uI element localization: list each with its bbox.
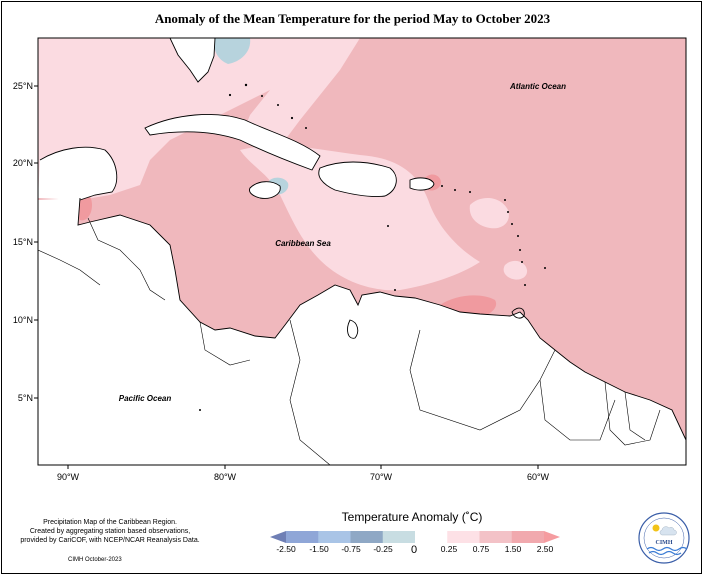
cloud-icon <box>659 526 677 536</box>
hispaniola-land <box>318 162 397 197</box>
cimh-logo: CIMH <box>638 512 690 564</box>
florida-land <box>170 38 215 82</box>
legend-tick-label: 1.50 <box>505 544 522 554</box>
colorbar-ticks: -2.50 -1.50 -0.75 -0.25 0 0.25 0.75 1.50… <box>276 544 553 556</box>
logo-text: CIMH <box>656 540 673 546</box>
anomaly-band-025-075-bahamas <box>240 38 360 150</box>
colorbar-segment <box>447 531 480 543</box>
pacific-ocean-label: Pacific Ocean <box>119 394 172 403</box>
lon-tick-label: 80°W <box>214 472 237 482</box>
anomaly-band-025-075-windwards <box>503 260 528 280</box>
colorbar-segment <box>479 531 513 543</box>
colorbar-segment <box>511 531 545 543</box>
logo-ring <box>638 512 690 564</box>
colorbar-segment <box>286 531 319 543</box>
anomaly-band-025-075-central <box>240 145 480 291</box>
colorbar-segment <box>318 531 351 543</box>
anomaly-band-025-075-leewards <box>469 198 509 229</box>
lat-tick-label: 5°N <box>18 393 33 403</box>
logo-inner-ring <box>643 517 685 559</box>
atlantic-ocean-label: Atlantic Ocean <box>509 82 566 91</box>
footnote-line: Created by aggregating station based obs… <box>29 528 191 535</box>
legend-tick-label: -0.25 <box>373 544 393 554</box>
anomaly-field <box>38 38 686 465</box>
legend-tick-label: -1.50 <box>309 544 329 554</box>
lat-tick-label: 15°N <box>13 237 33 247</box>
plot-border <box>37 37 687 466</box>
lon-tick-label: 90°W <box>57 472 80 482</box>
caribbean-sea-label: Caribbean Sea <box>275 239 331 248</box>
legend-tick-label: -0.75 <box>341 544 361 554</box>
colorbar-legend: Temperature Anomaly (˚C) -2.50 -1.50 -0.… <box>270 510 560 556</box>
colorbar-segments <box>270 531 560 543</box>
coastlines <box>39 38 686 441</box>
jamaica-land <box>249 181 281 199</box>
map-title: Anomaly of the Mean Temperature for the … <box>154 11 551 26</box>
footnote-line: provided by CariCOF, with NCEP/NCAR Rean… <box>20 537 200 544</box>
credit-text: CIMH October-2023 <box>68 557 122 563</box>
colorbar-segment <box>415 531 448 543</box>
footnote: Precipitation Map of the Caribbean Regio… <box>10 518 210 545</box>
lon-tick-label: 60°W <box>527 472 550 482</box>
anomaly-band-cool-florida <box>214 38 251 64</box>
lat-tick-label: 10°N <box>13 315 33 325</box>
legend-tick-label: -2.50 <box>276 544 296 554</box>
small-islands <box>199 83 546 411</box>
wave-icon <box>646 546 688 552</box>
colorbar-arrow-low <box>270 531 286 543</box>
sun-icon <box>652 524 660 532</box>
lon-tick-label: 70°W <box>370 472 393 482</box>
country-borders <box>38 217 661 465</box>
lat-tick-label: 20°N <box>13 158 33 168</box>
lat-tick-label: 25°N <box>13 81 33 91</box>
legend-tick-label: 0.25 <box>441 544 458 554</box>
puerto-rico-land <box>410 177 434 191</box>
legend-tick-label: 0.75 <box>473 544 490 554</box>
latitude-axis: 25°N 20°N 15°N 10°N 5°N <box>13 81 38 403</box>
colorbar-arrow-high <box>544 531 560 543</box>
legend-title: Temperature Anomaly (˚C) <box>342 510 483 524</box>
wave-icon <box>648 550 682 556</box>
colorbar-segment <box>382 531 416 543</box>
yucatan-land <box>38 147 117 200</box>
legend-tick-label: 2.50 <box>537 544 554 554</box>
legend-tick-label: 0 <box>411 544 417 556</box>
central-south-america-land <box>38 198 686 465</box>
footnote-line: Precipitation Map of the Caribbean Regio… <box>43 519 177 526</box>
longitude-axis: 90°W 80°W 70°W 60°W <box>57 465 550 482</box>
colorbar-segment <box>350 531 384 543</box>
